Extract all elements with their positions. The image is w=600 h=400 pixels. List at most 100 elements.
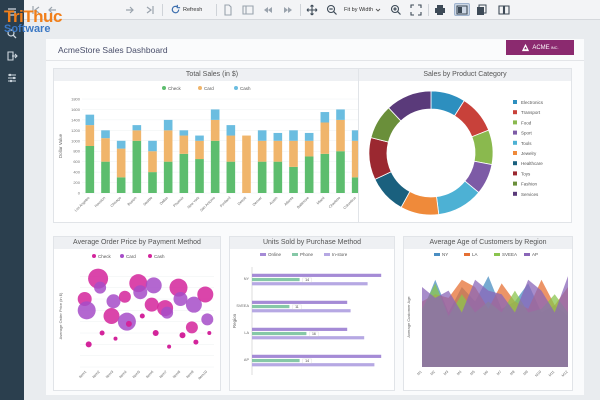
bar-cash	[289, 130, 298, 141]
forward-button[interactable]	[282, 3, 294, 16]
bar-cash	[210, 109, 220, 120]
fullscreen-icon	[410, 3, 422, 16]
legend-swatch-card	[198, 86, 202, 90]
zoom-out-icon	[326, 4, 337, 15]
acme-brand-logo: ACME INC.	[506, 40, 574, 55]
x-tick-label: Item9	[185, 370, 194, 379]
pan-button[interactable]	[306, 3, 318, 16]
x-tick-label: M1	[416, 370, 422, 376]
legend-swatch-jewelry	[513, 151, 517, 155]
bubble-check	[169, 278, 188, 297]
x-tick-label: M5	[469, 370, 475, 376]
x-tick-label: Denver	[252, 195, 264, 207]
x-tick-label: Phoenix	[173, 196, 185, 208]
bar-check	[116, 177, 126, 193]
bar-cash	[226, 125, 236, 136]
x-tick-label: Charlotte	[328, 196, 341, 209]
bar-cash	[101, 130, 110, 139]
bar-check	[351, 177, 361, 193]
bar-card	[289, 140, 298, 167]
legend-swatch-cash	[148, 254, 152, 258]
x-tick-label: M9	[523, 370, 529, 376]
order-price-chart: Check Card Cash Average Order Price (in $) I…	[58, 254, 214, 380]
legend-label-ny: NY	[442, 252, 448, 257]
refresh-button[interactable]: Refresh	[170, 3, 202, 16]
x-tick-label: New York	[187, 196, 201, 210]
chevron-down-icon	[375, 8, 381, 12]
search-icon[interactable]	[6, 28, 18, 40]
dashboard-page: AcmeStore Sales Dashboard ACME INC. Tota…	[46, 39, 584, 395]
zoom-out-button[interactable]	[326, 3, 338, 16]
bar-check	[85, 146, 95, 193]
bar-cash	[163, 119, 173, 131]
legend-label-card: Card	[204, 86, 214, 91]
bar-card	[132, 130, 142, 141]
next-page-button[interactable]	[124, 3, 136, 16]
bar-cash	[179, 130, 189, 136]
bar-cash	[257, 130, 267, 141]
legend-label-healthcare: Healthcare	[521, 161, 543, 166]
donut-slice-food	[471, 129, 494, 166]
settings-sliders-icon[interactable]	[6, 72, 18, 84]
menu-icon[interactable]	[6, 6, 18, 18]
zoom-in-button[interactable]	[390, 3, 402, 16]
fit-by-width-select[interactable]: Fit by Width	[342, 3, 381, 16]
total-sales-title: Total Sales (in $)	[54, 69, 370, 81]
legend-swatch-online	[260, 253, 266, 256]
brand-name: ACME	[532, 44, 550, 51]
continuous-view-button[interactable]	[476, 3, 488, 16]
bubble-cash	[179, 332, 186, 339]
x-tick-label: Item5	[132, 370, 141, 379]
bar-card	[257, 140, 267, 162]
legend-swatch-check	[92, 254, 96, 258]
refresh-icon	[171, 4, 181, 14]
dashboard-title: AcmeStore Sales Dashboard	[58, 45, 168, 55]
units-sold-title: Units Sold by Purchase Method	[230, 237, 394, 249]
print-button[interactable]	[434, 3, 446, 16]
x-tick-label: Item7	[159, 370, 168, 379]
hbar-in-store	[252, 282, 368, 286]
y-tick-label: 600	[73, 159, 80, 164]
brand-suffix: INC.	[550, 45, 559, 50]
legend-swatch-sport	[513, 130, 517, 135]
previous-page-button[interactable]	[46, 3, 58, 16]
bar-cash	[320, 112, 330, 123]
forward-icon	[284, 6, 292, 13]
backward-button[interactable]	[262, 3, 274, 16]
x-tick-label: M6	[483, 370, 489, 376]
book-view-button[interactable]	[498, 3, 510, 16]
x-tick-label: Item4	[118, 370, 127, 379]
print-icon	[435, 4, 445, 15]
bar-card	[116, 148, 126, 178]
x-tick-label: M3	[443, 370, 449, 376]
bar-check	[257, 161, 267, 193]
hbar-phone	[252, 358, 300, 363]
arrow-right-icon	[126, 6, 134, 13]
bar-check	[289, 166, 298, 193]
category-label: NY	[244, 277, 250, 281]
toggle-sidebar-button[interactable]	[242, 3, 254, 16]
x-tick-label: M8	[509, 370, 515, 376]
export-icon[interactable]	[6, 50, 18, 62]
first-page-button[interactable]	[30, 3, 42, 16]
bar-card	[179, 135, 189, 154]
bubble-cash	[207, 331, 212, 335]
fullscreen-button[interactable]	[410, 3, 422, 16]
bar-card	[336, 119, 345, 152]
legend-label-phone: Phone	[300, 252, 314, 257]
units-sold-panel: Units Sold by Purchase Method Online Phon…	[229, 236, 395, 391]
data-label-box	[292, 304, 302, 310]
bar-cash	[148, 140, 157, 152]
trithuc-logo: TriThuc Software	[4, 8, 62, 35]
bar-cash	[116, 140, 126, 149]
page-layout-button[interactable]	[454, 3, 470, 16]
data-label: 14	[305, 278, 309, 282]
legend-label-sport: Sport	[521, 131, 533, 136]
move-icon	[306, 4, 318, 15]
refresh-label: Refresh	[183, 6, 203, 13]
legend-label-tools: Tools	[521, 141, 532, 146]
bar-check	[273, 161, 283, 193]
page-view-button[interactable]	[222, 3, 234, 16]
last-page-button[interactable]	[144, 3, 156, 16]
area-ap	[422, 276, 568, 367]
